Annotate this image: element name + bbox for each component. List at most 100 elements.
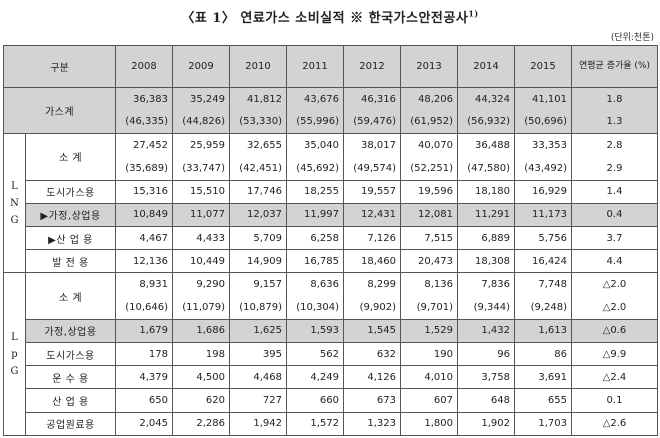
cell-value: 32,655 [229, 133, 287, 157]
header-year: 2012 [343, 45, 401, 88]
row-label: ▶가정,상업용 [25, 202, 116, 228]
cell-value: 27,452 [115, 133, 173, 157]
table-row: 도시가스용 178 198 395 562 632 190 96 86 △9.9 [4, 342, 658, 367]
header-year: 2009 [172, 45, 230, 88]
cell-rate: 0.4 [571, 202, 658, 228]
section-label-lpg: L p G [3, 272, 26, 436]
cell-rate: 3.7 [571, 225, 658, 251]
cell-value: 632 [343, 342, 401, 367]
cell-value: 96 [457, 342, 515, 367]
cell-value: 16,785 [286, 249, 344, 274]
cell-value: 650 [115, 388, 173, 413]
cell-value: 5,756 [514, 225, 572, 251]
cell-value: 190 [400, 342, 458, 367]
table-row: 가스계 36,383 35,249 41,812 43,676 46,316 48,206 4… [3, 86, 658, 135]
cell-value: 7,748 [514, 272, 572, 297]
cell-value: 18,255 [286, 179, 344, 204]
cell-value: 8,636 [286, 272, 344, 297]
header-year: 2008 [115, 45, 173, 88]
row-label: 도시가스용 [25, 342, 116, 367]
cell-value-secondary: (9,701) [400, 296, 458, 320]
cell-value: 18,460 [343, 249, 401, 274]
cell-value: 4,468 [229, 365, 287, 390]
table-row: ▶가정,상업용 10,849 11,077 12,037 11,997 12,431 12,… [4, 202, 658, 228]
cell-rate: 0.1 [571, 388, 658, 413]
cell-value: 4,433 [172, 225, 230, 251]
cell-rate: 2.8 [571, 133, 658, 157]
cell-rate-secondary: △2.0 [571, 296, 658, 320]
cell-value: 86 [514, 342, 572, 367]
cell-value: 12,081 [400, 202, 458, 228]
cell-value: 48,206 [400, 86, 458, 111]
header-year: 2015 [514, 45, 572, 88]
cell-value-secondary: (50,696) [514, 110, 572, 135]
cell-value: 19,557 [343, 179, 401, 204]
cell-value-secondary: (9,248) [514, 296, 572, 320]
cell-value: 12,037 [229, 202, 287, 228]
header-rate: 연평균 증가율 (%) [571, 45, 658, 88]
cell-value-secondary: (53,330) [229, 110, 287, 135]
cell-value: 41,101 [514, 86, 572, 111]
table-row: 가정,상업용 1,679 1,686 1,625 1,593 1,545 1,529 1,43… [4, 318, 658, 344]
cell-value: 198 [172, 342, 230, 367]
cell-value: 11,291 [457, 202, 515, 228]
cell-value: 10,849 [115, 202, 173, 228]
cell-value: 2,286 [172, 411, 230, 437]
cell-rate: △9.9 [571, 342, 658, 367]
cell-rate: △2.0 [571, 272, 658, 297]
row-label: 소 계 [25, 272, 116, 320]
table-row: 운 수 용 4,379 4,500 4,468 4,249 4,126 4,010 3,758… [4, 365, 658, 390]
cell-value: 1,703 [514, 411, 572, 437]
cell-value: 6,889 [457, 225, 515, 251]
cell-value: 7,515 [400, 225, 458, 251]
cell-value: 44,324 [457, 86, 515, 111]
row-label: 가스계 [3, 86, 116, 135]
cell-value: 12,431 [343, 202, 401, 228]
cell-value: 1,545 [343, 318, 401, 344]
cell-value: 14,909 [229, 249, 287, 274]
cell-value: 9,290 [172, 272, 230, 297]
cell-value: 1,593 [286, 318, 344, 344]
cell-value-secondary: (45,692) [286, 156, 344, 181]
cell-rate: △2.6 [571, 411, 658, 437]
cell-value-secondary: (10,646) [115, 296, 173, 320]
section-label-lng: L N G [3, 133, 26, 274]
cell-value-secondary: (33,747) [172, 156, 230, 181]
cell-value: 11,997 [286, 202, 344, 228]
cell-rate: 1.8 [571, 86, 658, 111]
table-title: 〈표 1〉 연료가스 소비실적 ※ 한국가스안전공사1) [181, 8, 479, 26]
cell-value: 18,180 [457, 179, 515, 204]
cell-value: 35,249 [172, 86, 230, 111]
cell-value: 11,173 [514, 202, 572, 228]
cell-value: 43,676 [286, 86, 344, 111]
cell-value-secondary: (9,344) [457, 296, 515, 320]
row-label: ▶산 업 용 [25, 225, 116, 251]
cell-value: 3,691 [514, 365, 572, 390]
cell-value-secondary: (52,251) [400, 156, 458, 181]
row-label: 공업원료용 [25, 411, 116, 437]
cell-value: 7,836 [457, 272, 515, 297]
cell-value-secondary: (59,476) [343, 110, 401, 135]
table-row: 공업원료용 2,045 2,286 1,942 1,572 1,323 1,800 1,902… [4, 411, 658, 437]
cell-value: 1,942 [229, 411, 287, 437]
header-category: 구분 [3, 45, 116, 88]
cell-rate: △0.6 [571, 318, 658, 344]
table-row: 도시가스용 15,316 15,510 17,746 18,255 19,557 19,59… [4, 179, 658, 204]
cell-value: 36,383 [115, 86, 173, 111]
cell-value: 1,323 [343, 411, 401, 437]
cell-value: 9,157 [229, 272, 287, 297]
cell-value-secondary: (55,996) [286, 110, 344, 135]
cell-value: 36,488 [457, 133, 515, 157]
cell-value: 4,126 [343, 365, 401, 390]
cell-value: 15,510 [172, 179, 230, 204]
cell-value: 20,473 [400, 249, 458, 274]
cell-value-secondary: (47,580) [457, 156, 515, 181]
cell-value-secondary: (44,826) [172, 110, 230, 135]
header-year: 2011 [286, 45, 344, 88]
cell-value: 8,299 [343, 272, 401, 297]
cell-value: 17,746 [229, 179, 287, 204]
row-label: 도시가스용 [25, 179, 116, 204]
cell-rate-secondary: 2.9 [571, 156, 658, 181]
cell-rate-secondary: 1.3 [571, 110, 658, 135]
